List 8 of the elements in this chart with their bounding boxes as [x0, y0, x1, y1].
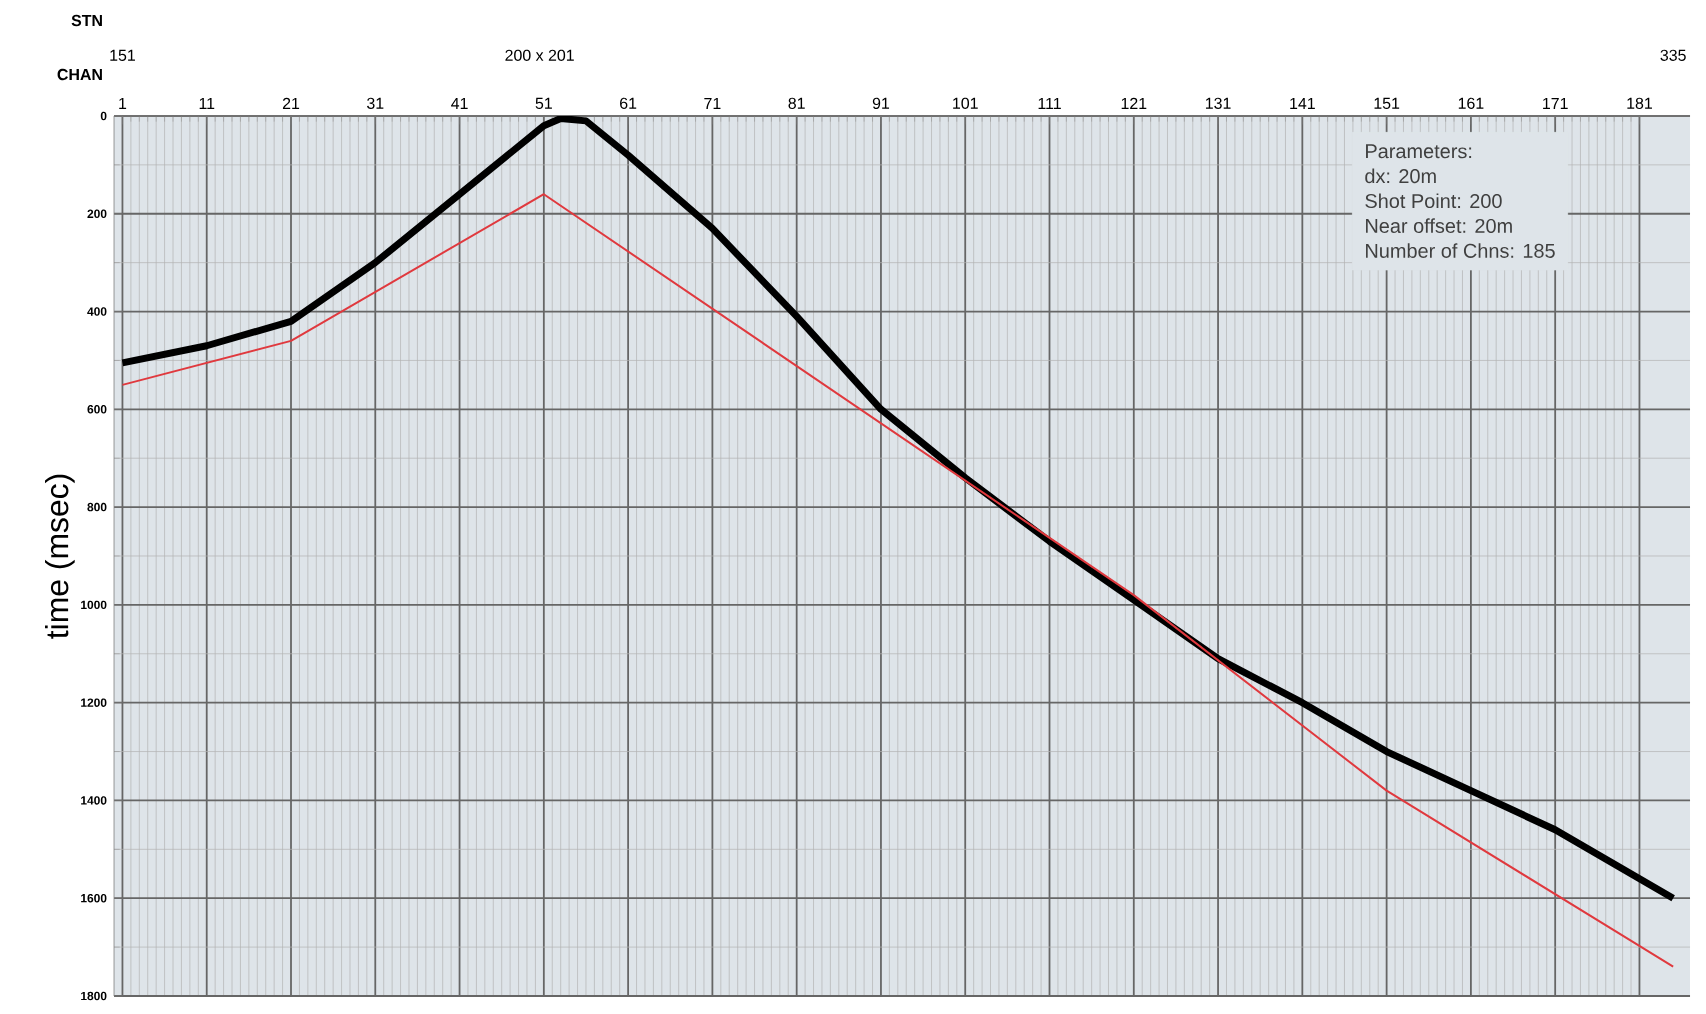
annotation: Near offset: 20m: [1366, 218, 1512, 233]
annotation: dx: 20m: [1365, 168, 1436, 184]
annotation: Number of Chns: 185: [1366, 243, 1555, 258]
annotation: Shot Point: 200: [1365, 193, 1502, 209]
line-series: [121, 193, 1675, 968]
annotation: Parameters:: [1366, 144, 1472, 159]
line-series: [118, 115, 1677, 902]
y-axis-title: time (msec): [45, 474, 75, 639]
